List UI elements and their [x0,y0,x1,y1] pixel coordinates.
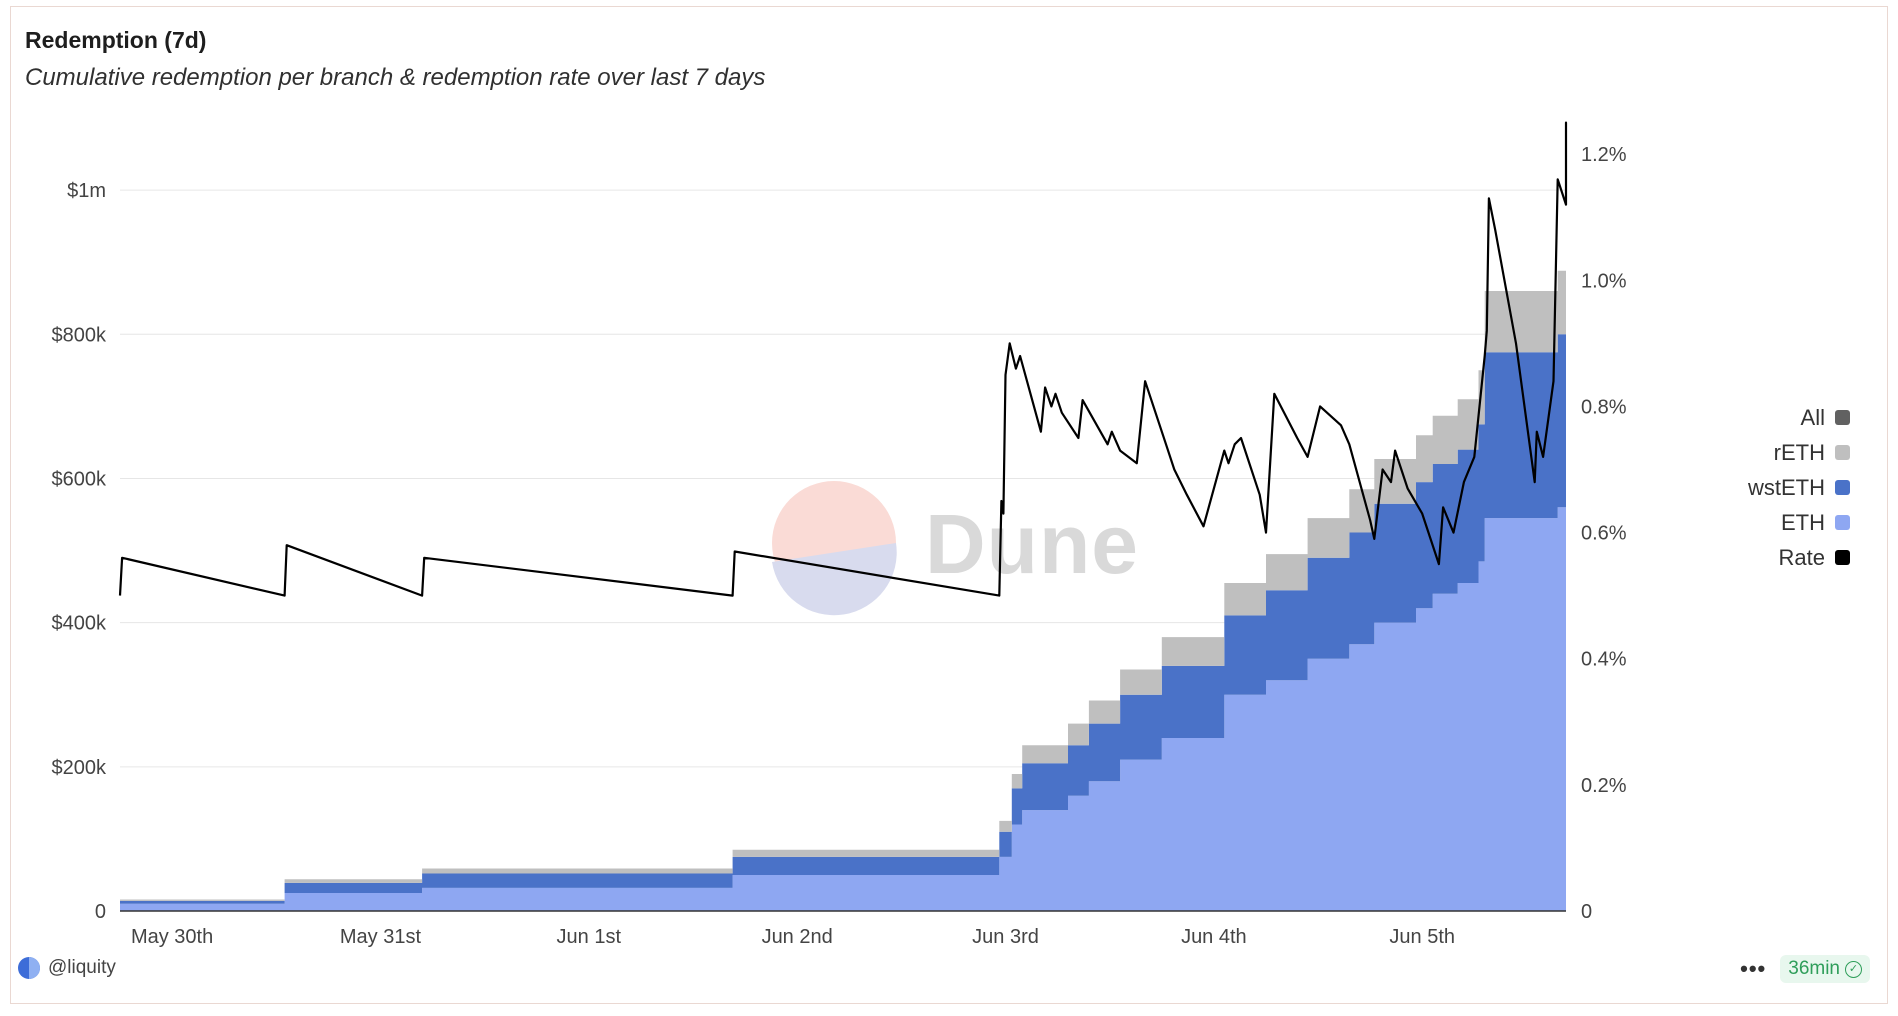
legend-swatch [1835,480,1850,495]
author-handle: @liquity [48,957,116,978]
liquity-logo-icon [18,957,40,979]
x-tick-label: Jun 1st [557,926,622,948]
axes: 0 $200k $400k $600k $800k $1m 0 0.2% 0.4% 0.6% 0.8… [52,144,1627,948]
check-icon: ✓ [1845,960,1862,978]
legend: All rETH wstETH ETH Rate [1748,400,1850,575]
legend-label: rETH [1773,439,1825,465]
legend-swatch [1835,515,1850,530]
y-tick-label-left: $800k [52,324,107,346]
x-tick-label: May 30th [131,926,213,948]
footer-actions: ••• 36min ✓ [1740,955,1870,983]
y-tick-label-right: 0.6% [1581,523,1627,545]
chart-card: Redemption (7d) Cumulative redemption pe… [10,6,1888,1004]
y-tick-label-left: $400k [52,613,107,635]
legend-label: All [1800,404,1825,430]
y-tick-label-left: $1m [67,180,106,202]
x-tick-label: May 31st [340,926,422,948]
legend-label: Rate [1778,544,1825,570]
y-tick-label-left: $200k [52,757,107,779]
author-link[interactable]: @liquity [18,957,116,979]
area-wsteth [120,190,1566,904]
freshness-badge: 36min ✓ [1780,955,1870,983]
legend-item-wsteth[interactable]: wstETH [1748,470,1850,505]
rate-line [118,121,1568,597]
legend-item-reth[interactable]: rETH [1748,435,1850,470]
y-tick-label-right: 0.8% [1581,396,1627,418]
x-tick-label: Jun 3rd [972,926,1039,948]
x-tick-label: Jun 2nd [762,926,833,948]
legend-swatch [1835,445,1850,460]
legend-label: wstETH [1748,474,1825,500]
more-options-button[interactable]: ••• [1740,956,1767,981]
x-tick-label: Jun 4th [1181,926,1247,948]
stacked-areas [120,110,1566,911]
y-tick-label-right: 1.0% [1581,270,1627,292]
dune-watermark: Dune [925,497,1139,591]
legend-label: ETH [1781,509,1825,535]
legend-swatch [1835,410,1850,425]
legend-item-rate[interactable]: Rate [1748,540,1850,575]
freshness-text: 36min [1788,958,1840,979]
y-tick-label-left: 0 [95,901,106,923]
y-tick-label-left: $600k [52,468,107,490]
legend-item-eth[interactable]: ETH [1748,505,1850,540]
legend-swatch [1835,550,1850,565]
y-tick-label-right: 0.2% [1581,775,1627,797]
chart-subtitle: Cumulative redemption per branch & redem… [25,64,766,91]
y-tick-label-right: 1.2% [1581,144,1627,166]
chart-title: Redemption (7d) [25,27,207,53]
y-tick-label-right: 0.4% [1581,649,1627,671]
area-eth [120,406,1566,911]
x-tick-label: Jun 5th [1389,926,1455,948]
legend-item-all[interactable]: All [1748,400,1850,435]
y-tick-label-right: 0 [1581,901,1592,923]
rate-line-group [118,121,1568,597]
